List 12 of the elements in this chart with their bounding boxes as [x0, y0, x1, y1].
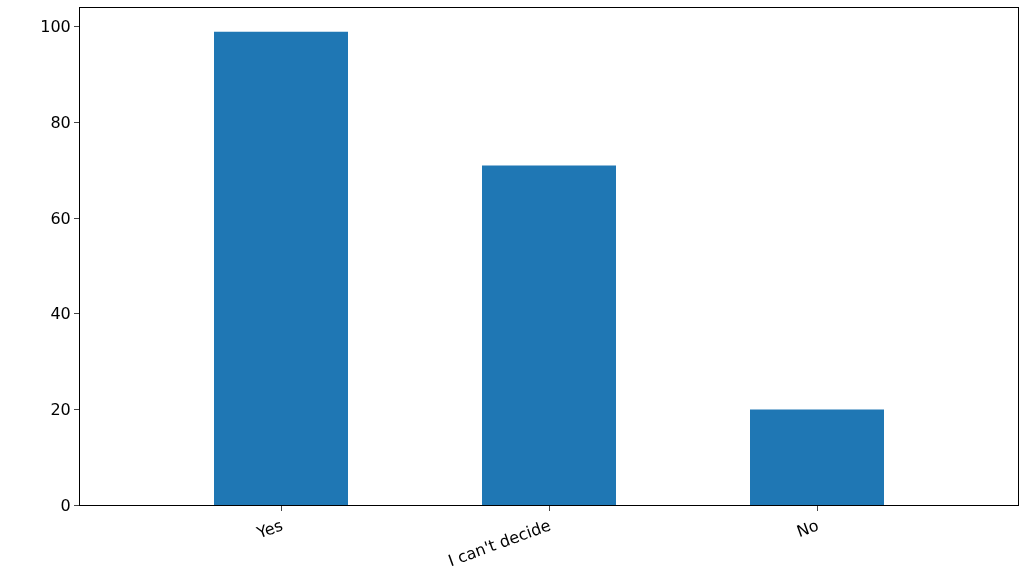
y-tick-label: 20	[50, 399, 71, 419]
x-tick-label: Yes	[253, 515, 286, 543]
bar	[750, 409, 884, 505]
y-tick-label: 80	[50, 113, 71, 133]
x-tick-label: No	[794, 515, 822, 541]
y-tick-label: 100	[40, 17, 71, 37]
x-tick-label: I can't decide	[445, 515, 554, 571]
y-tick-label: 0	[60, 495, 71, 515]
bar	[214, 31, 348, 505]
bar	[482, 165, 616, 505]
y-tick-label: 40	[50, 304, 71, 324]
y-tick-label: 60	[50, 208, 71, 228]
